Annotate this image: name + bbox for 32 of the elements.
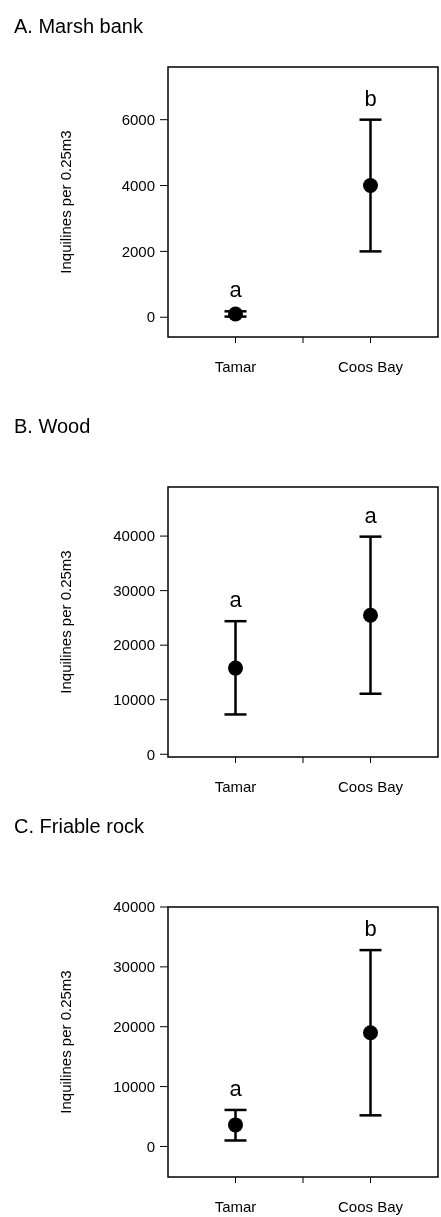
annotation: a: [229, 587, 243, 613]
y-tick-label: 10000: [113, 690, 155, 708]
annotation: a: [364, 502, 378, 528]
x-tick-label: Coos Bay: [337, 778, 404, 795]
y-tick-label: 40000: [113, 527, 155, 545]
y-tick-label: 0: [146, 308, 155, 326]
y-tick-label: 30000: [113, 958, 155, 976]
chart-title: A. Marsh bank: [14, 15, 144, 37]
y-tick-label: 20000: [113, 1017, 155, 1035]
chart-title: B. Wood: [14, 415, 91, 437]
y-tick-label: 40000: [113, 898, 155, 916]
y-tick-label: 30000: [113, 581, 155, 599]
y-tick-label: 4000: [121, 176, 155, 194]
x-tick-label: Tamar: [214, 358, 257, 375]
x-tick-label: Coos Bay: [337, 358, 404, 375]
annotation: b: [364, 85, 377, 111]
y-tick-label: 0: [146, 745, 155, 763]
x-tick-label: Tamar: [214, 778, 257, 795]
y-axis-title: Inquilines per 0.25m3: [57, 130, 74, 274]
x-tick-label: Coos Bay: [337, 1198, 404, 1215]
annotation: a: [229, 1075, 243, 1101]
y-axis-title: Inquilines per 0.25m3: [57, 970, 74, 1114]
y-tick-label: 0: [146, 1137, 155, 1155]
x-tick-label: Tamar: [214, 1198, 257, 1215]
annotation: b: [364, 916, 377, 942]
chart-title: C. Friable rock: [14, 815, 146, 837]
y-axis-title: Inquilines per 0.25m3: [57, 550, 74, 694]
y-tick-label: 20000: [113, 636, 155, 654]
y-tick-label: 10000: [113, 1077, 155, 1095]
y-tick-label: 6000: [121, 110, 155, 128]
annotation: a: [229, 277, 243, 303]
y-tick-label: 2000: [121, 242, 155, 260]
